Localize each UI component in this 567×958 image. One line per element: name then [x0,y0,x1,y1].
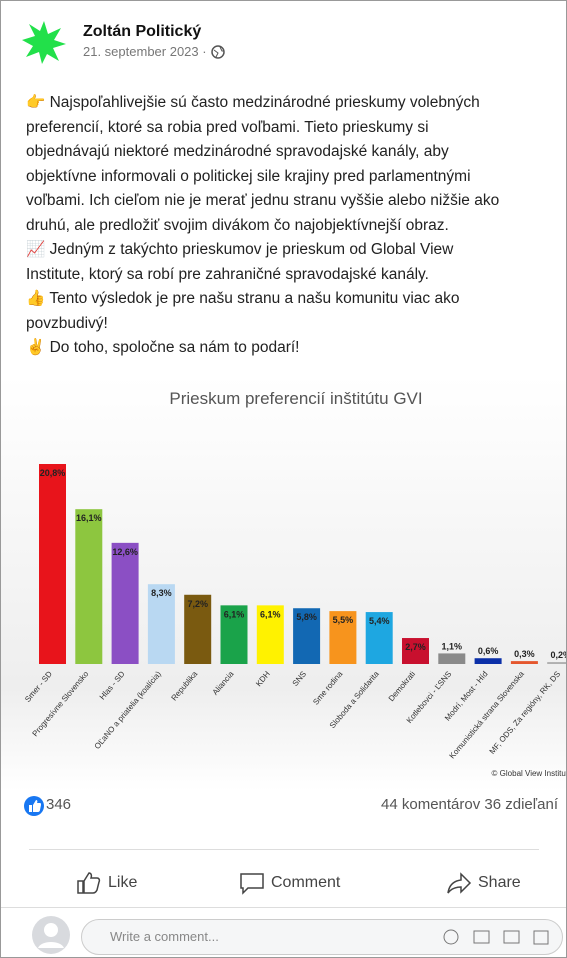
share-label: Share [478,874,521,891]
divider [29,849,539,850]
value-label: 0,6% [478,646,499,656]
value-label: 6,1% [224,609,245,619]
text-line: Institute, ktorý sa robí pre zahraničné … [26,265,429,283]
bar [402,638,429,664]
divider [1,907,566,908]
value-label: 0,2% [550,650,567,660]
comment-placeholder: Write a comment... [110,929,219,944]
like-icon [77,872,101,894]
like-button[interactable]: Like [76,871,137,895]
bar [547,662,566,664]
share-button[interactable]: Share [446,871,521,895]
text-line: druhú, ale predložiť svojim divákom čo n… [26,216,449,234]
text-line: objednávajú niektoré medzinárodné spravo… [26,143,449,160]
comment-label: Comment [271,874,341,891]
value-label: 8,3% [151,588,172,598]
chart-source: © Global View Institut [492,769,567,778]
value-label: 12,6% [112,547,138,557]
bar [365,612,393,664]
user-avatar [32,916,70,954]
text-line: voľbami. Ich cieľom nie je merať jednu s… [26,192,500,209]
comment-button[interactable]: Comment [239,871,340,895]
bar [256,605,284,664]
like-reaction-icon [24,796,44,816]
comment-icon [240,873,264,895]
comment-input[interactable]: Write a comment... [81,919,563,955]
meta: 21. september 2023 · [83,44,225,59]
chart-title: Prieskum preferencií inštitútu GVI [169,389,422,408]
value-label: 2,7% [405,642,426,652]
date: 21. september 2023 · [83,44,207,59]
globe-icon [210,44,225,59]
bar [111,542,139,664]
bar [510,661,538,664]
text-line: 📈 Jedným z takýchto prieskumov je priesk… [26,241,454,258]
text-line: 👉 Najspoľahlivejšie sú často medzinárodn… [26,94,480,111]
bar [293,608,321,664]
author[interactable]: Zoltán Politický [83,23,202,40]
reaction-count[interactable]: 346 [46,796,72,813]
text-line: ✌ Do toho, spoločne sa nám to podarí! [26,339,300,356]
share-icon [447,872,472,894]
bar [75,509,103,664]
value-label: 1,1% [442,641,463,651]
bar [184,594,212,664]
value-label: 5,4% [369,616,390,626]
value-label: 20,8% [40,468,66,478]
bar [39,464,66,664]
chart: Prieskum preferencií inštitútu GVI © Glo… [1,376,567,791]
bar [329,611,357,664]
avatar-star [22,21,66,64]
text-line: objektívne informovali o politickej sile… [26,167,471,185]
bar [220,605,248,664]
text-line: povzbudivý! [26,314,108,332]
bar [438,653,466,664]
value-label: 16,1% [76,513,102,523]
value-label: 7,2% [187,599,208,609]
value-label: 5,5% [333,615,354,625]
bar [474,658,502,664]
text-line: 👍 Tento výsledok je pre našu stranu a na… [26,290,460,307]
value-label: 5,8% [296,612,317,622]
value-label: 6,1% [260,609,281,619]
text-line: preferencií, ktoré sa robia pred voľbami… [26,118,429,136]
bar [147,584,175,664]
value-label: 0,3% [514,649,535,659]
input-icons [443,929,549,945]
post-text: 👉 Najspoľahlivejšie sú často medzinárodn… [26,91,499,361]
like-label: Like [108,874,138,891]
comments-shares[interactable]: 44 komentárov 36 zdieľaní [381,796,558,813]
